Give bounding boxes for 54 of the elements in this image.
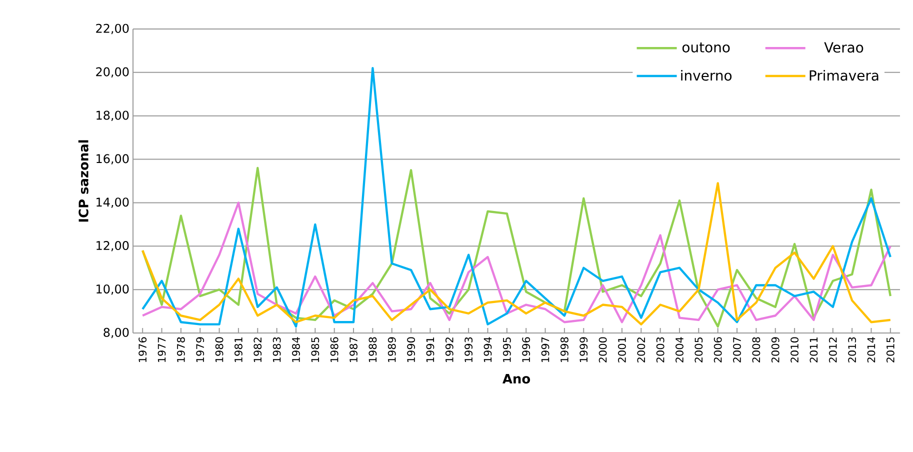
x-tick-label: 1988 bbox=[368, 337, 377, 362]
x-tick-label: 1978 bbox=[176, 337, 185, 362]
legend-label: Verao bbox=[824, 42, 864, 53]
x-tick-label: 1984 bbox=[292, 337, 300, 362]
x-tick-label: 2012 bbox=[828, 338, 837, 362]
y-tick-label: 18,00 bbox=[96, 110, 129, 121]
x-tick-label: 2007 bbox=[733, 337, 741, 362]
legend-label: inverno bbox=[681, 70, 732, 81]
y-tick-label: 20,00 bbox=[96, 67, 129, 78]
y-tick-label: 12,00 bbox=[96, 241, 129, 252]
y-tick-label: 8,00 bbox=[104, 328, 129, 338]
x-tick-label: 1995 bbox=[502, 337, 511, 362]
x-tick-label: 1990 bbox=[407, 337, 415, 362]
x-tick-label: 2010 bbox=[790, 337, 798, 362]
y-axis-title: ICP sazonal bbox=[78, 140, 88, 222]
x-tick-label: 2005 bbox=[694, 337, 703, 362]
x-tick-label: 1993 bbox=[464, 337, 473, 362]
x-tick-label: 2004 bbox=[676, 337, 684, 362]
x-tick-label: 1996 bbox=[522, 337, 530, 362]
x-tick-label: 2014 bbox=[867, 337, 876, 362]
x-tick-label: 1998 bbox=[560, 337, 568, 362]
y-tick-label: 10,00 bbox=[96, 284, 129, 295]
x-tick-label: 1982 bbox=[254, 338, 262, 362]
x-tick-label: 2000 bbox=[598, 337, 607, 362]
legend-label: outono bbox=[682, 42, 730, 52]
x-tick-label: 2013 bbox=[848, 337, 856, 362]
x-tick-label: 2006 bbox=[714, 337, 722, 362]
x-tick-label: 2015 bbox=[886, 337, 894, 362]
y-tick-label: 16,00 bbox=[96, 154, 129, 164]
x-tick-label: 2001 bbox=[618, 337, 626, 362]
x-tick-label: 1999 bbox=[580, 337, 588, 362]
x-tick-label: 2002 bbox=[637, 338, 646, 362]
y-tick-label: 14,00 bbox=[96, 198, 129, 208]
x-tick-label: 2009 bbox=[771, 337, 780, 362]
x-tick-label: 1994 bbox=[484, 337, 492, 362]
x-tick-label: 1992 bbox=[445, 338, 454, 362]
y-tick-label: 22,00 bbox=[96, 24, 129, 34]
x-tick-label: 1976 bbox=[138, 337, 147, 362]
x-tick-label: 1985 bbox=[311, 337, 320, 362]
x-tick-label: 2011 bbox=[810, 337, 818, 362]
x-tick-label: 1977 bbox=[158, 337, 166, 362]
x-tick-label: 1997 bbox=[541, 337, 550, 362]
legend-label: Primavera bbox=[810, 70, 878, 81]
x-tick-label: 1991 bbox=[426, 337, 434, 362]
x-tick-label: 1983 bbox=[272, 337, 281, 362]
x-tick-label: 1979 bbox=[196, 337, 204, 362]
x-tick-label: 1987 bbox=[350, 337, 358, 362]
x-tick-label: 1980 bbox=[215, 337, 224, 362]
x-axis-title: Ano bbox=[502, 374, 530, 384]
x-tick-label: 1981 bbox=[234, 337, 242, 362]
x-tick-label: 1986 bbox=[330, 337, 338, 362]
x-tick-label: 2003 bbox=[656, 337, 664, 362]
x-tick-label: 1989 bbox=[388, 337, 396, 362]
x-tick-label: 2008 bbox=[752, 337, 760, 362]
